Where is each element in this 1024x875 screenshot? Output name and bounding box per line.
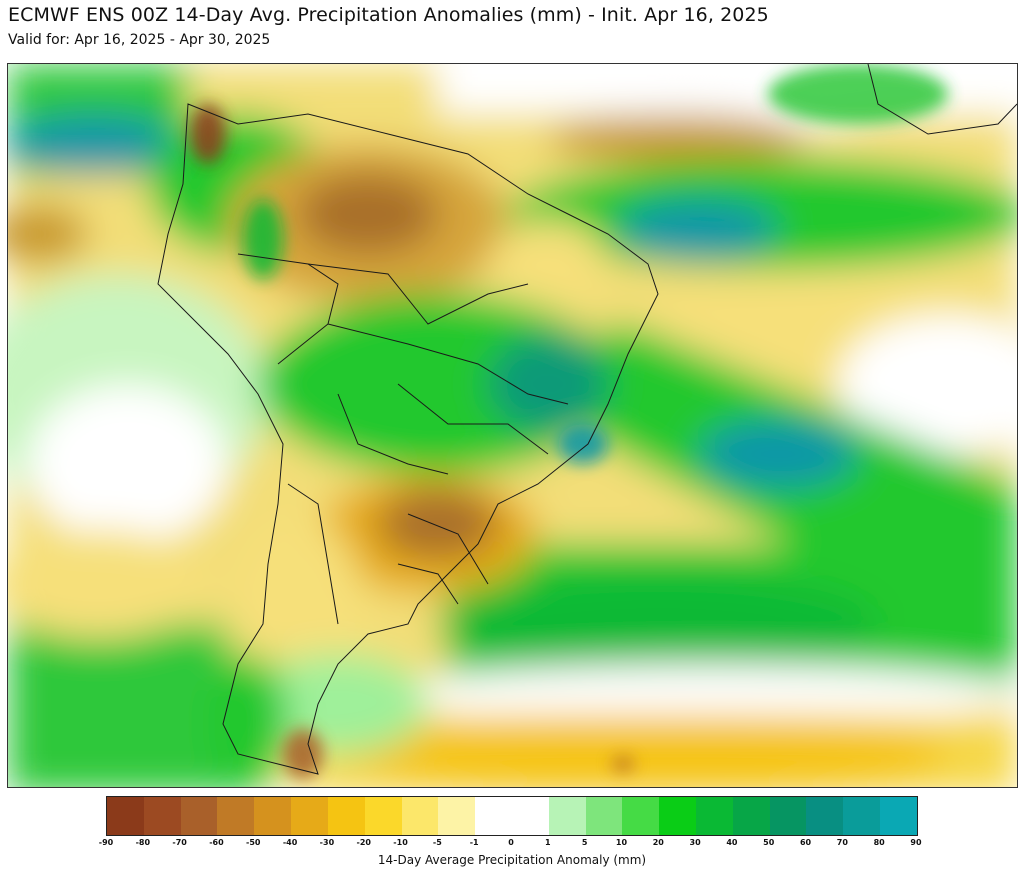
map-svg xyxy=(8,64,1017,787)
map-title: ECMWF ENS 00Z 14-Day Avg. Precipitation … xyxy=(8,4,769,26)
colorbar-tick-label: 5 xyxy=(581,838,588,847)
colorbar-segment xyxy=(254,797,292,835)
colorbar-ticks: -90 -80 -70 -60 -50 -40 -30 -20 -10 -5 -1 0 1 5 10 20 30… xyxy=(99,838,922,852)
colorbar-tick-label: 40 xyxy=(726,838,738,847)
colorbar-tick-label: 10 xyxy=(615,838,628,847)
colorbar-tick-label: 50 xyxy=(763,838,775,847)
colorbar-segment xyxy=(585,797,623,835)
colorbar-tick-label: -90 xyxy=(98,838,114,847)
colorbar-segment xyxy=(217,797,255,835)
colorbar-segment xyxy=(769,797,807,835)
precipitation-anomaly-map xyxy=(7,63,1018,788)
colorbar-tick-label: -10 xyxy=(393,838,408,847)
country-borders xyxy=(157,64,1017,775)
colorbar-tick-label: 80 xyxy=(873,838,885,847)
colorbar-tick-label: -80 xyxy=(135,838,151,847)
colorbar-tick-label: -50 xyxy=(246,838,261,847)
colorbar-segment xyxy=(107,797,144,835)
colorbar-tick-label: -40 xyxy=(282,838,298,847)
anomaly-field xyxy=(8,64,1017,787)
colorbar-segment xyxy=(364,797,402,835)
colorbar-tick-label: 90 xyxy=(910,838,922,847)
map-subtitle: Valid for: Apr 16, 2025 - Apr 30, 2025 xyxy=(8,32,271,48)
colorbar-tick-label: 60 xyxy=(799,838,812,847)
colorbar-tick-label: 70 xyxy=(836,838,848,847)
colorbar-tick-label: -60 xyxy=(209,838,224,847)
colorbar-tick-label: -5 xyxy=(432,838,442,847)
colorbar-segment xyxy=(180,797,218,835)
colorbar-tick-label: -1 xyxy=(469,838,479,847)
colorbar-segment xyxy=(732,797,770,835)
colorbar-segment xyxy=(401,797,439,835)
colorbar-segment xyxy=(327,797,365,835)
colorbar-segment xyxy=(880,797,917,835)
colorbar-segment xyxy=(659,797,696,835)
colorbar-tick-label: 0 xyxy=(508,838,514,847)
colorbar-segment xyxy=(548,797,586,835)
colorbar-tick-label: 1 xyxy=(545,838,551,847)
colorbar-tick-label: -20 xyxy=(356,838,371,847)
colorbar-segment xyxy=(475,797,512,835)
colorbar-segment xyxy=(438,797,476,835)
colorbar-tick-label: 20 xyxy=(652,838,664,847)
colorbar xyxy=(106,796,918,836)
colorbar-tick-label: 30 xyxy=(689,838,701,847)
colorbar-segment xyxy=(143,797,181,835)
colorbar-segment xyxy=(843,797,881,835)
colorbar-segment xyxy=(291,797,328,835)
colorbar-segment xyxy=(511,797,549,835)
colorbar-tick-label: -30 xyxy=(319,838,335,847)
colorbar-segment xyxy=(622,797,660,835)
colorbar-segment xyxy=(806,797,844,835)
colorbar-label: 14-Day Average Precipitation Anomaly (mm… xyxy=(377,853,647,867)
colorbar-tick-label: -70 xyxy=(172,838,187,847)
colorbar-segment xyxy=(696,797,733,835)
